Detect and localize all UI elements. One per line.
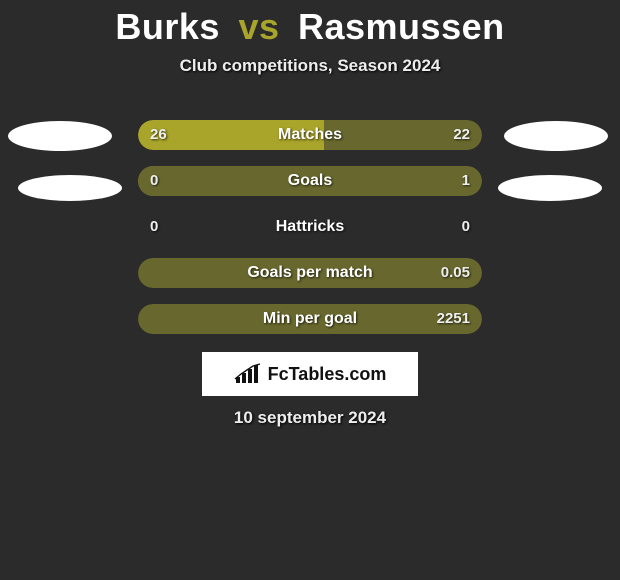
stat-row-matches: 26 Matches 22: [138, 120, 482, 150]
stat-label: Goals per match: [138, 258, 482, 288]
date-label: 10 september 2024: [0, 408, 620, 428]
stat-label: Goals: [138, 166, 482, 196]
brand-badge: FcTables.com: [202, 352, 418, 396]
stat-row-goals: 0 Goals 1: [138, 166, 482, 196]
page-title: Burks vs Rasmussen: [0, 0, 620, 48]
title-player1: Burks: [115, 6, 220, 47]
brand-text: FcTables.com: [268, 364, 387, 385]
stat-val-right: 1: [462, 166, 470, 196]
stat-val-right: 0: [462, 212, 470, 242]
stat-val-right: 22: [453, 120, 470, 150]
stat-row-hattricks: 0 Hattricks 0: [138, 212, 482, 242]
brand-logo-icon: [234, 363, 262, 385]
title-player2: Rasmussen: [298, 6, 505, 47]
subtitle: Club competitions, Season 2024: [0, 56, 620, 76]
stat-label: Hattricks: [138, 212, 482, 242]
stat-label: Matches: [138, 120, 482, 150]
title-vs: vs: [238, 6, 279, 47]
stats-container: 26 Matches 22 0 Goals 1 0 Hattricks 0 Go…: [0, 120, 620, 350]
stat-val-right: 2251: [437, 304, 470, 334]
stat-val-right: 0.05: [441, 258, 470, 288]
stat-row-goals-per-match: Goals per match 0.05: [138, 258, 482, 288]
stat-row-min-per-goal: Min per goal 2251: [138, 304, 482, 334]
stat-label: Min per goal: [138, 304, 482, 334]
